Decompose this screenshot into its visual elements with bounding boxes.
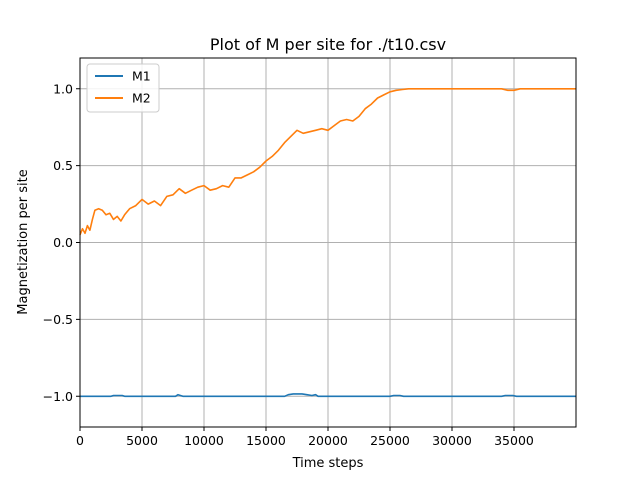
y-tick-label: 0.0 — [53, 235, 73, 250]
series-layer — [79, 88, 576, 398]
series-line-m1 — [80, 393, 576, 398]
y-axis-title: Magnetization per site — [16, 169, 31, 314]
x-tick-label: 10000 — [184, 433, 224, 448]
x-tick-label: 15000 — [246, 433, 286, 448]
x-tick-label: 30000 — [432, 433, 472, 448]
y-tick-label: −1.0 — [43, 389, 73, 404]
x-tick-label: 20000 — [308, 433, 348, 448]
series-line-m2 — [79, 88, 576, 236]
x-axis-title: Time steps — [292, 456, 364, 471]
legend: M1 M2 — [86, 63, 160, 113]
x-tick-label: 25000 — [370, 433, 410, 448]
chart-title: Plot of M per site for ./t10.csv — [210, 35, 446, 54]
y-axis: −1.0 −0.5 0.0 0.5 1.0 — [43, 81, 80, 404]
x-tick-label: 5000 — [126, 433, 158, 448]
x-axis: 0 5000 10000 15000 20000 25000 30000 35000 — [76, 427, 534, 448]
legend-label-m2: M2 — [132, 91, 151, 106]
y-tick-label: 1.0 — [53, 81, 73, 96]
x-tick-label: 0 — [76, 433, 84, 448]
y-tick-label: 0.5 — [53, 158, 73, 173]
x-tick-label: 35000 — [494, 433, 534, 448]
y-tick-label: −0.5 — [43, 312, 73, 327]
legend-label-m1: M1 — [132, 69, 151, 84]
